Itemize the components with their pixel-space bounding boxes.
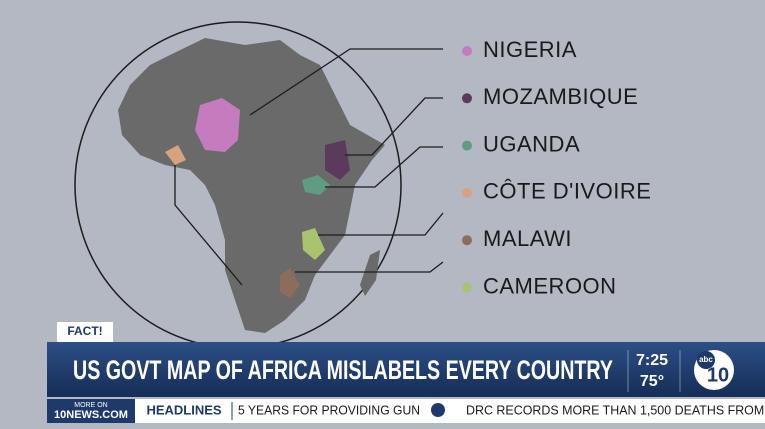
logo-channel: 10: [707, 364, 729, 386]
leader-line: [318, 212, 444, 236]
region-blob: [280, 268, 300, 298]
ticker-item: DRC RECORDS MORE THAN 1,500 DEATHS FROM …: [466, 402, 765, 417]
legend-label: UGANDA: [483, 131, 580, 156]
leader-line: [295, 261, 444, 273]
leader-lines: [174, 48, 444, 286]
legend-swatch: [462, 282, 472, 293]
legend-label: NIGERIA: [483, 37, 577, 62]
ticker-logo: [431, 403, 445, 417]
region-blob: [165, 145, 186, 165]
ticker-item: 5 YEARS FOR PROVIDING GUN: [238, 402, 420, 417]
headline: US GOVT MAP OF AFRICA MISLABELS EVERY CO…: [73, 355, 613, 385]
fact-tag: [57, 322, 113, 342]
region-blob: [302, 228, 325, 260]
legend-swatch: [462, 235, 472, 246]
region-blob: [302, 175, 330, 195]
logo-network: abc: [699, 355, 713, 364]
station-logo-abc: [697, 351, 715, 369]
leader-line: [174, 165, 243, 286]
more-on-box: [47, 399, 135, 423]
region-blob: [325, 140, 350, 180]
legend-swatch: [462, 93, 472, 104]
region-blob: [195, 98, 240, 152]
more-on: MORE ON: [74, 402, 107, 409]
ticker-bar: [47, 399, 765, 423]
leader-line: [345, 97, 443, 156]
legend-label: MALAWI: [483, 226, 572, 251]
site: 10NEWS.COM: [54, 409, 128, 421]
madagascar-shape: [360, 250, 380, 296]
legend-swatch: [462, 140, 472, 151]
headline-banner: [47, 342, 765, 397]
fact-tag-text: FACT!: [67, 324, 102, 338]
africa-shape: [118, 38, 385, 333]
legend-label: MOZAMBIQUE: [483, 84, 638, 109]
legend-swatch: [462, 187, 472, 198]
legend-label: CÔTE D'IVOIRE: [483, 179, 651, 204]
ticker-section: HEADLINES: [146, 402, 221, 417]
clock: 7:25: [636, 352, 668, 369]
legend-label: CAMEROON: [483, 273, 617, 298]
legend: NIGERIA MOZAMBIQUE UGANDA CÔTE D'IVOIRE MALA…: [462, 37, 651, 298]
leader-line: [249, 48, 443, 116]
temperature: 75°: [640, 373, 664, 390]
legend-swatch: [462, 46, 472, 56]
leader-line: [325, 146, 443, 188]
